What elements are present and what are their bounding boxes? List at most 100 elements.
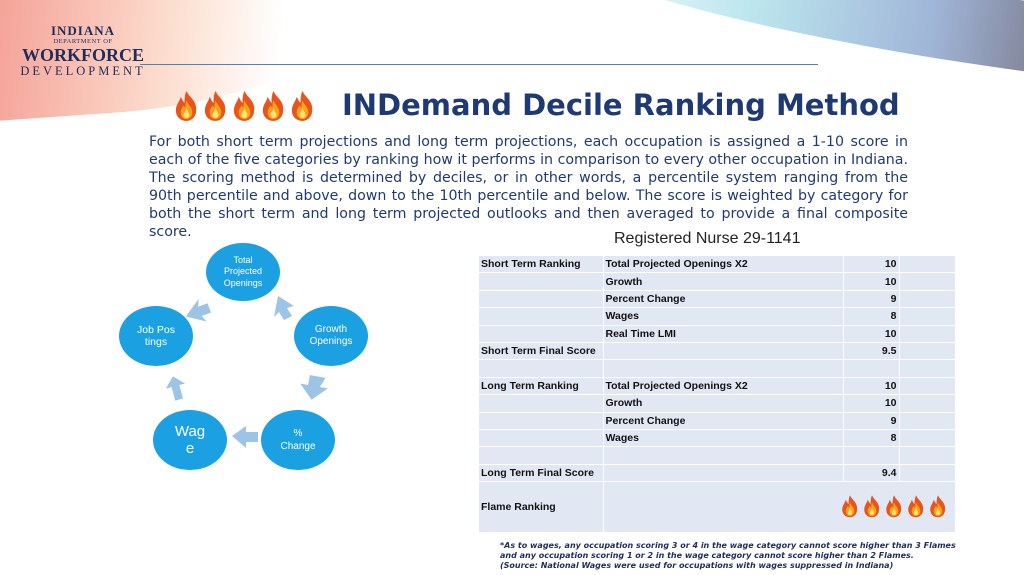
table-cell (843, 359, 900, 378)
flame-icon (841, 494, 857, 517)
logo-line: DEVELOPMENT (20, 64, 146, 78)
flame-icon (175, 90, 197, 121)
table-cell (899, 446, 956, 465)
table-cell (479, 446, 604, 465)
table-row: Percent Change 9 (479, 290, 956, 309)
score-table: Short Term Ranking Total Projected Openin… (479, 256, 956, 534)
flame-ranking-value (603, 481, 956, 534)
table-cell (479, 394, 604, 413)
table-cell: Total Projected Openings X2 (603, 256, 844, 274)
flame-icon (259, 89, 288, 121)
table-cell (899, 377, 956, 396)
table-row: Short Term Ranking Total Projected Openin… (479, 256, 956, 274)
table-cell: Short Term Final Score (479, 342, 604, 361)
logo: INDIANA DEPARTMENT OF WORKFORCE DEVELOPM… (18, 23, 148, 79)
flame-icon (883, 494, 905, 521)
table-row: Growth 10 (479, 272, 956, 291)
table-cell (843, 446, 900, 465)
flame-icon (861, 494, 883, 521)
flame-icon (885, 494, 901, 517)
table-cell: 8 (843, 429, 900, 448)
table-row: Wages 8 (479, 307, 956, 326)
node-label: % Change (280, 428, 316, 452)
table-cell: Wages (603, 429, 844, 448)
table-cell: 9.5 (843, 342, 900, 361)
table-cell (899, 342, 956, 361)
table-cell (479, 412, 604, 430)
table-cell (603, 342, 844, 361)
cycle-node-total-projected-openings: Total Projected Openings (206, 243, 280, 301)
table-cell: Long Term Ranking (479, 377, 604, 396)
table-row: Long Term Final Score 9.4 (479, 464, 956, 483)
flame-icon (233, 90, 255, 121)
table-cell (479, 307, 604, 326)
table-cell (479, 429, 604, 448)
table-cell: 10 (843, 325, 900, 343)
logo-line: DEPARTMENT OF (53, 38, 113, 45)
flame-icon (291, 90, 313, 121)
flame-icon (288, 89, 317, 121)
table-cell: Wages (603, 307, 844, 326)
table-row: Real Time LMI 10 (479, 325, 956, 343)
table-cell: 10 (843, 394, 900, 413)
table-title: Registered Nurse 29-1141 (614, 230, 801, 247)
table-row: Growth 10 (479, 394, 956, 413)
table-cell: Percent Change (603, 290, 844, 309)
flame-ranking-label: Flame Ranking (479, 481, 604, 534)
title-flames (172, 89, 317, 121)
cycle-diagram (165, 296, 328, 448)
flame-icon (262, 90, 284, 121)
arrow-icon (232, 426, 258, 448)
flame-icon (204, 90, 226, 121)
logo-line: INDIANA (50, 23, 116, 38)
page-title: INDemand Decile Ranking Method (342, 88, 900, 122)
table-row (479, 359, 956, 378)
table-cell (479, 325, 604, 343)
table-cell: 10 (843, 377, 900, 396)
cycle-node-wage: Wage (153, 410, 227, 470)
table-row: Short Term Final Score 9.5 (479, 342, 956, 361)
flame-icon (905, 494, 927, 521)
flame-icon (201, 89, 230, 121)
cycle-node-job-postings: Job Postings (119, 306, 193, 366)
table-cell: 9.4 (843, 464, 900, 483)
table-cell: Growth (603, 272, 844, 291)
table-cell: Percent Change (603, 412, 844, 430)
arrow-icon (165, 376, 186, 401)
arrow-icon (300, 375, 328, 400)
table-cell (899, 290, 956, 309)
flame-icon (172, 89, 201, 121)
cycle-node-percent-change: % Change (261, 410, 335, 470)
table-cell: Real Time LMI (603, 325, 844, 343)
node-label: Wage (174, 423, 206, 457)
arrow-icon (274, 296, 294, 320)
table-cell: Short Term Ranking (479, 256, 604, 274)
table-cell: Long Term Final Score (479, 464, 604, 483)
table-cell: 10 (843, 272, 900, 291)
table-cell: Total Projected Openings X2 (603, 377, 844, 396)
footnote-wages: *As to wages, any occupation scoring 3 o… (500, 541, 956, 560)
node-label: Job Postings (137, 324, 175, 348)
footnote: *As to wages, any occupation scoring 3 o… (500, 541, 970, 571)
footnote-source: (Source: National Wages were used for oc… (500, 561, 894, 570)
table-row (479, 446, 956, 465)
table-cell (603, 446, 844, 465)
flame-icon (929, 494, 945, 517)
table-cell: 9 (843, 412, 900, 430)
table-row: Wages 8 (479, 429, 956, 448)
flame-icon (839, 494, 861, 521)
table-cell (899, 256, 956, 274)
table-cell: 9 (843, 290, 900, 309)
table-cell (899, 464, 956, 483)
table-cell (479, 290, 604, 309)
table-cell (899, 325, 956, 343)
flame-icon (863, 494, 879, 517)
cycle-node-growth-openings: Growth Openings (294, 306, 368, 366)
table-cell (899, 394, 956, 413)
node-label: Total Projected Openings (223, 254, 263, 288)
intro-paragraph: For both short term projections and long… (149, 134, 908, 240)
flame-icon (927, 494, 949, 521)
table-cell (899, 272, 956, 291)
table-cell: Growth (603, 394, 844, 413)
arrow-icon (185, 299, 211, 322)
